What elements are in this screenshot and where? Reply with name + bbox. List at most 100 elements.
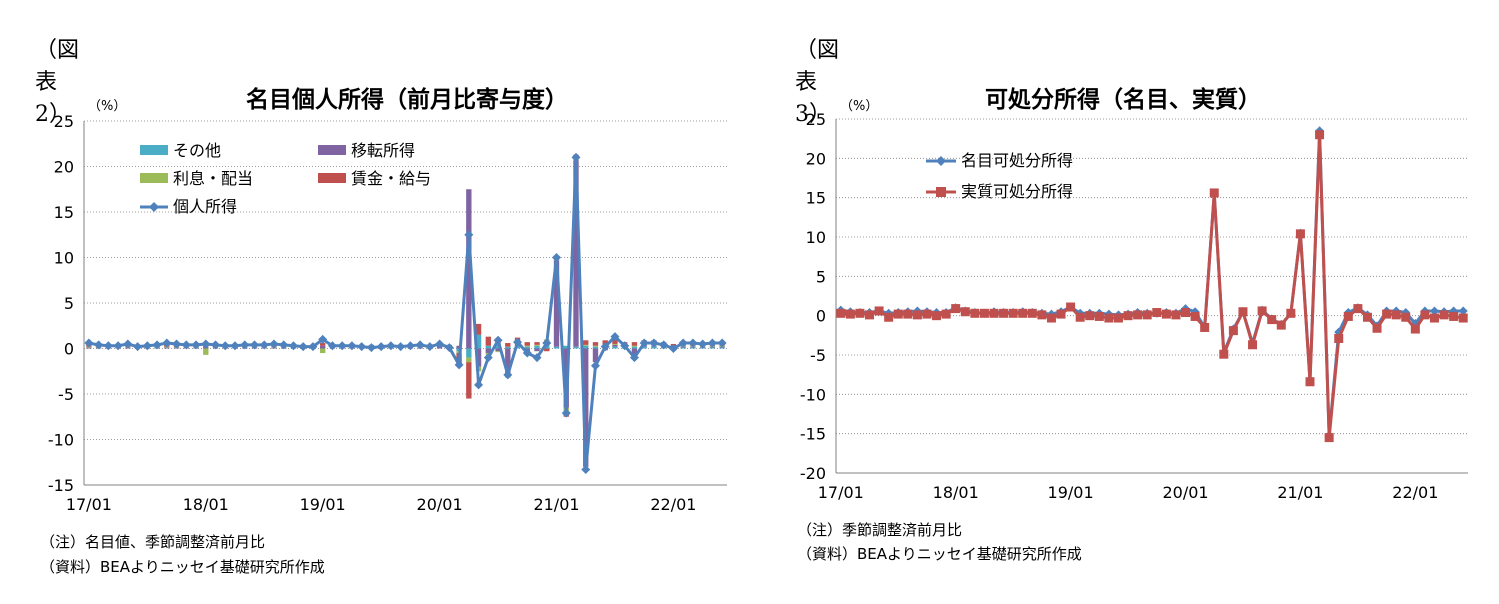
line-point (1382, 309, 1392, 319)
legend-swatch (318, 145, 346, 155)
bar-series-0 (612, 346, 618, 349)
line-point (717, 338, 727, 348)
x-tick-label: 21/01 (1277, 483, 1323, 502)
bar-series-0 (475, 334, 482, 349)
line-point (220, 341, 230, 351)
legend-swatch (318, 173, 346, 183)
line-point (922, 309, 932, 319)
line-point (571, 152, 581, 162)
line-point (1257, 306, 1267, 316)
line-point (1362, 312, 1372, 322)
line-point (347, 341, 357, 351)
line-point (133, 342, 143, 352)
legend-swatch (140, 145, 168, 155)
line-point (532, 353, 542, 363)
line-point (1152, 308, 1162, 318)
bar-series-3 (534, 342, 540, 345)
legend-marker (936, 156, 946, 166)
line-point (1219, 349, 1229, 359)
line-point (989, 308, 999, 318)
line-point (1267, 315, 1277, 325)
legend-marker (936, 187, 946, 197)
bar-series-1 (553, 260, 560, 347)
line-point (836, 308, 846, 318)
line-point (1046, 313, 1056, 323)
note-text: （注）名目値、季節調整済前月比 (40, 533, 266, 551)
line-point (298, 342, 308, 352)
line-point (503, 370, 513, 380)
legend-swatch (140, 173, 168, 183)
legend-label: 利息・配当 (173, 169, 253, 188)
line-point (1295, 229, 1305, 239)
line-point (142, 341, 152, 351)
line-point (308, 342, 318, 352)
line-point (941, 309, 951, 319)
line-point (1401, 308, 1411, 318)
bar-series-0 (583, 345, 589, 349)
x-tick-label: 19/01 (1048, 483, 1094, 502)
line-point (1008, 308, 1018, 318)
line-point (1133, 310, 1143, 320)
left-chart: -15 -10 -5 0 5 10 15 20 25 17/01 18/01 19/01 20/01 21… (48, 112, 727, 514)
bar-series-1 (86, 347, 92, 349)
bar-series-0 (573, 346, 579, 349)
line-point (649, 338, 659, 348)
line-point (386, 341, 396, 351)
line-point (376, 342, 386, 352)
x-tick-label: 21/01 (533, 495, 579, 514)
y-tick-label: -10 (48, 431, 74, 450)
line-point (865, 310, 875, 320)
line-point (1228, 326, 1238, 336)
line-point (951, 304, 961, 314)
line-point (1305, 377, 1315, 387)
line-point (561, 408, 571, 418)
y-tick-label: -5 (810, 346, 826, 365)
line-point (1420, 310, 1430, 320)
line-point (1123, 311, 1133, 321)
line-point (405, 341, 415, 351)
line-point (366, 343, 376, 353)
line-point (337, 341, 347, 351)
bar-series-0 (690, 347, 696, 349)
line-point (1171, 310, 1181, 320)
y-tick-label: 15 (806, 189, 826, 208)
bar-series-1 (573, 160, 579, 347)
bar-series-0 (505, 346, 511, 349)
bar-series-1 (475, 348, 482, 367)
bar-series-3 (631, 342, 638, 346)
line-point (1343, 311, 1353, 321)
line-point (513, 337, 523, 347)
bar-series-3 (475, 323, 482, 335)
line-point (707, 338, 717, 348)
line-series-1 (840, 133, 1464, 440)
line-point (698, 339, 708, 349)
y-tick-label: 10 (806, 228, 826, 247)
bar-series-0 (563, 345, 569, 349)
bar-series-1 (534, 348, 540, 352)
bar-series-1 (495, 348, 501, 352)
line-point (855, 308, 865, 318)
line-point (1066, 302, 1076, 312)
bar-series-2 (534, 344, 540, 346)
y-tick-label: 10 (54, 249, 74, 268)
unit-label: （%） (840, 99, 879, 114)
line-point (259, 340, 269, 350)
line-point (620, 341, 630, 351)
bar-series-1 (505, 348, 511, 376)
bar-series-1 (583, 348, 589, 467)
line-point (581, 465, 591, 475)
line-point (999, 308, 1009, 318)
line-point (269, 339, 279, 349)
figure-label: （図表 2） (35, 38, 80, 127)
legend-label: 個人所得 (173, 197, 237, 216)
line-point (1238, 307, 1248, 317)
line-point (970, 308, 980, 318)
y-tick-label: -20 (800, 464, 826, 483)
bar-series-1 (485, 348, 491, 354)
line-point (454, 360, 464, 370)
y-tick-label: 20 (806, 149, 826, 168)
y-tick-label: 0 (64, 340, 74, 359)
note-text: （注）季節調整済前月比 (797, 521, 963, 539)
bar-series-0 (680, 347, 686, 349)
line-point (172, 339, 182, 349)
